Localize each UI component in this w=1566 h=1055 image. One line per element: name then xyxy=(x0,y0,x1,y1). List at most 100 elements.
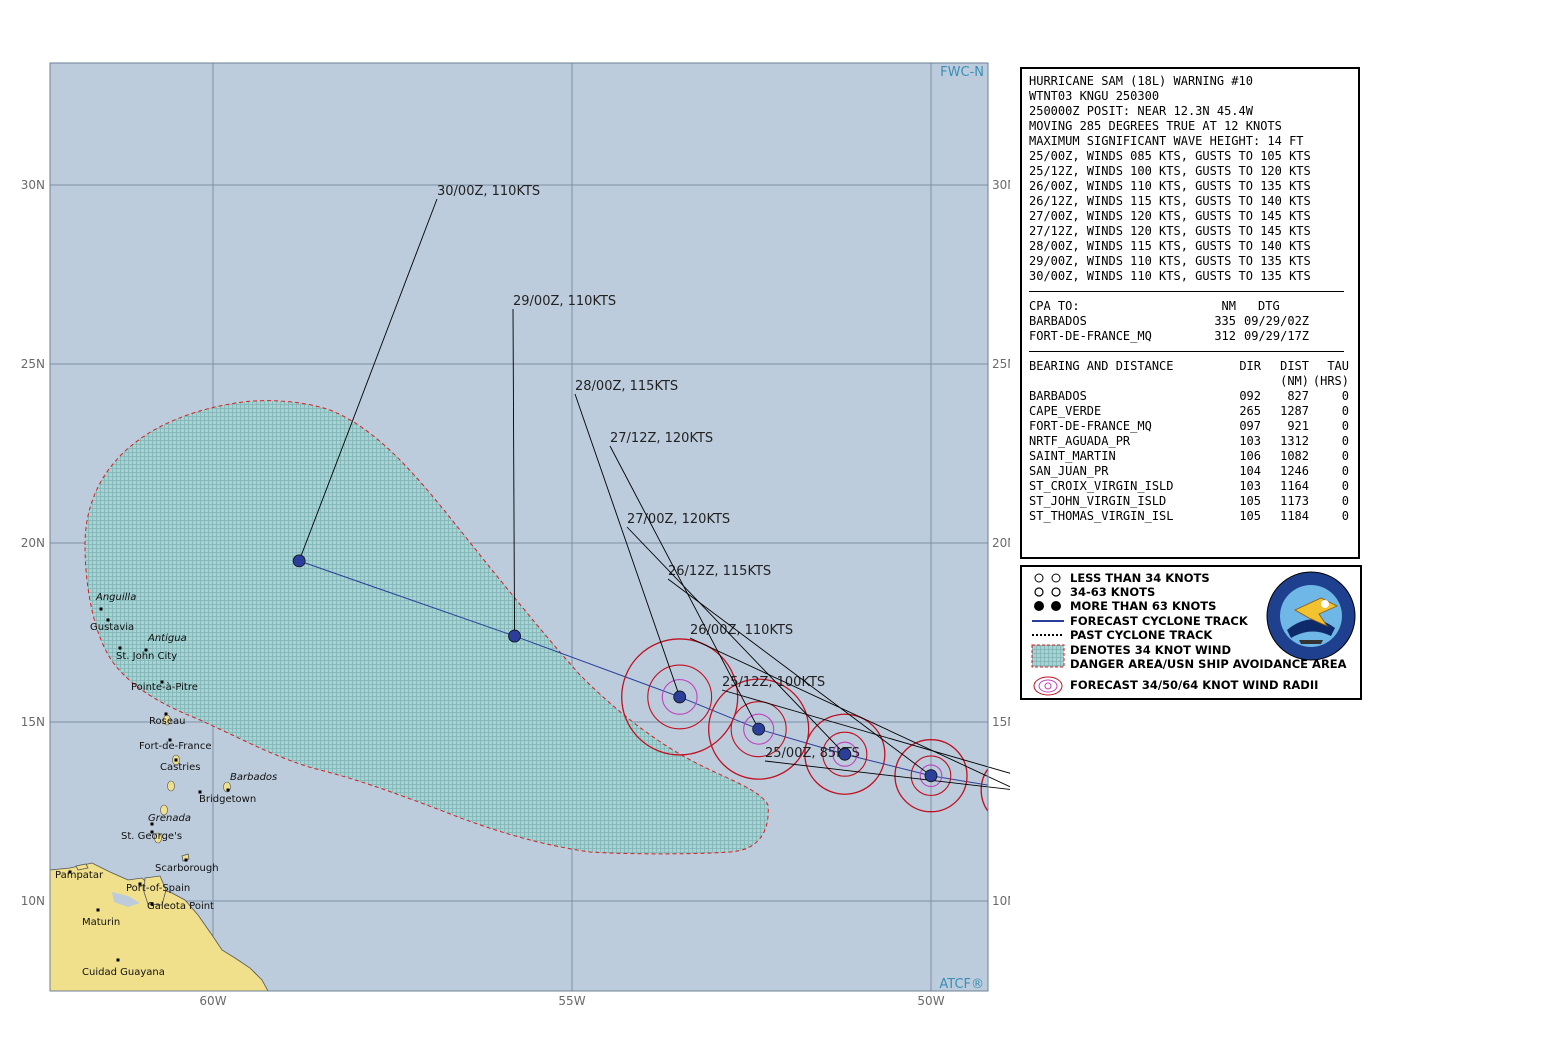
radii-symbol xyxy=(1044,682,1052,690)
divider xyxy=(1029,351,1344,352)
storm-markers xyxy=(292,554,938,783)
forecast-leader-line xyxy=(689,637,1010,788)
bearing-dist: 921 xyxy=(1287,419,1309,433)
bearing-col-dir: DIR xyxy=(1239,359,1261,373)
bearing-tau: 0 xyxy=(1341,434,1349,448)
bearing-row: CAPE_VERDE 265 1287 0 xyxy=(1029,404,1358,419)
bearing-dir: 103 xyxy=(1239,434,1261,448)
lat-tick-right: 30N xyxy=(992,178,1010,192)
bearing-dir: 265 xyxy=(1239,404,1261,418)
danger-area-symbol xyxy=(1031,644,1065,668)
legend-lt34: LESS THAN 34 KNOTS xyxy=(1070,571,1210,585)
bearing-dir: 104 xyxy=(1239,464,1261,478)
forecast-label: 28/00Z, 115KTS xyxy=(575,379,678,394)
legend-past-track: PAST CYCLONE TRACK xyxy=(1070,628,1213,642)
legend-34-63: 34-63 KNOTS xyxy=(1070,585,1156,599)
forecast-position-marker xyxy=(752,722,766,736)
legend-danger-area: DANGER AREA/USN SHIP AVOIDANCE AREA xyxy=(1070,657,1347,671)
wind-radius-64kt xyxy=(661,678,698,715)
margarita-island xyxy=(75,863,89,871)
forecast-position-marker xyxy=(292,554,306,568)
cpa-table: BARBADOS 335 09/29/02Z FORT-DE-FRANCE_MQ 312… xyxy=(1029,314,1358,344)
forecast-position-marker xyxy=(673,690,687,704)
warning-line: 27/12Z, WINDS 120 KTS, GUSTS TO 145 KTS xyxy=(1029,224,1311,238)
bearing-row: FORT-DE-FRANCE_MQ 097 921 0 xyxy=(1029,419,1358,434)
bearing-tau: 0 xyxy=(1341,449,1349,463)
ts-symbol xyxy=(1051,587,1061,597)
forecast-label-leaders: 25/00Z, 85KTS 25/12Z, 100KTS 26/00Z, 110KT… xyxy=(298,184,1010,790)
cpa-nm: 335 xyxy=(1214,314,1236,328)
lat-tick-left: 20N xyxy=(21,536,45,550)
warning-line: 250000Z POSIT: NEAR 12.3N 45.4W xyxy=(1029,104,1253,118)
place-label: Port-of-Spain xyxy=(126,883,190,894)
bearing-tau: 0 xyxy=(1341,479,1349,493)
lat-tick-left: 15N xyxy=(21,715,45,729)
place-label: Pointe-à-Pitre xyxy=(131,681,198,693)
city-marker xyxy=(150,822,154,826)
place-label: Galeota Point xyxy=(147,901,214,912)
place-label: Antigua xyxy=(147,633,187,644)
bearing-table: BARBADOS 092 827 0 CAPE_VERDE 265 1287 0 FORT-DE… xyxy=(1029,389,1358,524)
warning-panel: HURRICANE SAM (18L) WARNING #10 WTNT03 KN… xyxy=(1020,67,1360,559)
bearing-place: ST_CROIX_VIRGIN_ISLD xyxy=(1029,479,1174,493)
radii-symbol xyxy=(1038,679,1058,693)
fwc-corner-label: FWC-N xyxy=(940,65,984,80)
bearing-place: FORT-DE-FRANCE_MQ xyxy=(1029,419,1152,433)
lat-tick-right: 20N xyxy=(992,536,1010,550)
place-label: Maturin xyxy=(82,917,120,928)
place-label: St. John City xyxy=(116,651,177,662)
warning-line: MOVING 285 DEGREES TRUE AT 12 KNOTS xyxy=(1029,119,1282,133)
warning-line: MAXIMUM SIGNIFICANT WAVE HEIGHT: 14 FT xyxy=(1029,134,1304,148)
cpa-nm: 312 xyxy=(1214,329,1236,343)
city-marker xyxy=(150,830,154,834)
lat-tick-left: 25N xyxy=(21,357,45,371)
track-map: 25/00Z, 85KTS 25/12Z, 100KTS 26/00Z, 110KT… xyxy=(21,62,1010,1008)
city-marker xyxy=(116,958,120,962)
cpa-place: BARBADOS xyxy=(1029,314,1087,328)
place-label: Bridgetown xyxy=(199,794,256,805)
city-marker xyxy=(168,738,172,742)
bearing-row: ST_CROIX_VIRGIN_ISLD 103 1164 0 xyxy=(1029,479,1358,494)
bearing-dir: 106 xyxy=(1239,449,1261,463)
warning-line: 26/00Z, WINDS 110 KTS, GUSTS TO 135 KTS xyxy=(1029,179,1311,193)
bearing-place: BARBADOS xyxy=(1029,389,1087,403)
bearing-header: BEARING AND DISTANCE DIR DIST TAU xyxy=(1029,359,1358,374)
city-marker xyxy=(106,618,110,622)
city-marker xyxy=(160,680,164,684)
atcf-corner-label: ATCF® xyxy=(939,977,984,992)
bearing-col-dist: DIST xyxy=(1280,359,1309,373)
place-label: Fort-de-France xyxy=(139,741,212,752)
bearing-row: ST_JOHN_VIRGIN_ISLD 105 1173 0 xyxy=(1029,494,1358,509)
lat-tick-left: 10N xyxy=(21,894,45,908)
city-marker xyxy=(68,870,72,874)
trinidad-island xyxy=(143,875,167,906)
bearing-dist: 1164 xyxy=(1280,479,1309,493)
warning-line: 29/00Z, WINDS 110 KTS, GUSTS TO 135 KTS xyxy=(1029,254,1311,268)
ts-symbol xyxy=(1034,587,1044,597)
legend-wind-radii: FORECAST 34/50/64 KNOT WIND RADII xyxy=(1070,678,1319,692)
bearing-row: NRTF_AGUADA_PR 103 1312 0 xyxy=(1029,434,1358,449)
bearing-tau: 0 xyxy=(1341,419,1349,433)
legend-symbols xyxy=(1031,573,1065,696)
lat-tick-right: 10N xyxy=(992,894,1010,908)
wind-radius-34kt xyxy=(980,767,988,813)
wind-radius-34kt xyxy=(621,638,739,756)
city-marker xyxy=(144,648,148,652)
bearing-dist: 827 xyxy=(1287,389,1309,403)
wind-radius-64kt xyxy=(832,741,858,767)
forecast-label: 26/00Z, 110KTS xyxy=(690,623,793,638)
place-label: Scarborough xyxy=(155,863,219,874)
bearing-units: (NM) (HRS) xyxy=(1029,374,1358,389)
bearing-title: BEARING AND DISTANCE xyxy=(1029,359,1174,373)
forecast-position-marker xyxy=(508,629,521,643)
wind-radius-50kt xyxy=(997,770,1010,810)
bearing-dir: 105 xyxy=(1239,494,1261,508)
bearing-tau: 0 xyxy=(1341,404,1349,418)
forecast-position-marker xyxy=(924,769,938,783)
place-label: Cuidad Guayana xyxy=(82,967,165,978)
place-label: St. George's xyxy=(121,831,182,842)
forecast-leader-line xyxy=(721,689,1010,774)
lon-tick: 55W xyxy=(558,994,585,1008)
bearing-dir: 092 xyxy=(1239,389,1261,403)
place-label: Castries xyxy=(160,762,201,773)
